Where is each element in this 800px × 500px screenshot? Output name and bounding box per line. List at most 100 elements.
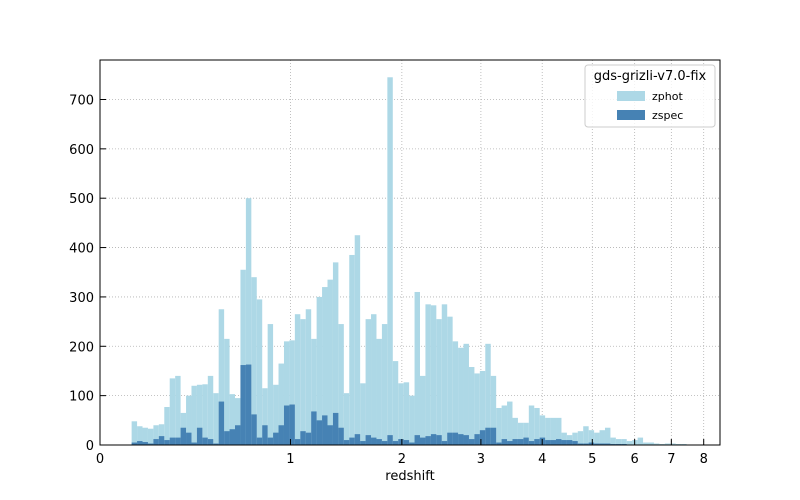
y-tick-label: 0 — [86, 439, 94, 454]
x-axis-label: redshift — [385, 469, 434, 484]
x-tick-label: 5 — [588, 452, 596, 467]
zspec-bar — [240, 365, 246, 445]
zphot-bar — [414, 291, 420, 445]
zphot-bar — [153, 425, 159, 445]
zphot-bar — [343, 393, 350, 445]
zspec-bar — [496, 442, 502, 445]
zphot-bar — [550, 417, 557, 445]
zphot-bar — [419, 375, 426, 445]
zphot-bar — [158, 424, 165, 445]
zspec-bar — [142, 442, 148, 445]
zphot-bar — [615, 439, 622, 445]
x-tick-label: 6 — [631, 452, 639, 467]
zphot-bar — [289, 340, 295, 445]
zspec-bar — [267, 437, 274, 445]
zphot-bar — [643, 442, 649, 445]
zspec-bar — [360, 441, 366, 445]
y-tick-label: 200 — [69, 340, 94, 355]
zspec-bar — [392, 441, 399, 445]
zphot-bar — [311, 338, 317, 445]
zspec-bar — [430, 434, 437, 445]
zphot-bar — [164, 406, 170, 445]
zphot-bar — [392, 361, 399, 445]
x-tick-label: 0 — [96, 452, 104, 467]
zspec-bar — [566, 440, 573, 445]
zspec-bar — [381, 441, 388, 445]
legend-label-zphot: zphot — [652, 90, 683, 103]
zphot-bar — [196, 384, 203, 445]
zphot-bar — [507, 401, 513, 445]
zspec-bar — [550, 440, 557, 445]
zspec-bar — [545, 440, 551, 445]
zspec-bar — [191, 442, 197, 445]
zphot-bar — [599, 430, 605, 445]
zspec-bar — [278, 425, 284, 445]
y-tick-label: 600 — [69, 143, 94, 158]
zspec-bar — [316, 420, 323, 445]
zspec-bar — [186, 432, 192, 445]
zphot-bar — [626, 441, 633, 445]
zphot-bar — [447, 316, 453, 445]
zspec-bar — [414, 435, 420, 445]
zspec-bar — [332, 412, 339, 445]
zspec-bar — [365, 435, 372, 445]
zphot-bar — [387, 77, 393, 446]
x-tick-label: 8 — [700, 452, 708, 467]
zphot-bar — [267, 324, 274, 445]
zphot-bar — [621, 439, 627, 445]
zphot-bar — [430, 305, 437, 445]
zspec-bar — [572, 441, 578, 445]
zspec-bar — [588, 442, 595, 445]
zspec-bar — [594, 443, 600, 445]
y-tick-label: 400 — [69, 242, 94, 257]
zphot-bar — [528, 405, 535, 445]
zphot-bar — [539, 415, 546, 445]
zspec-bar — [501, 439, 508, 445]
zspec-bar — [556, 439, 562, 445]
zphot-bar — [305, 309, 312, 445]
zspec-bar — [196, 427, 203, 445]
zspec-bar — [387, 435, 393, 445]
zphot-bar — [436, 319, 442, 445]
x-tick-label: 7 — [667, 452, 675, 467]
zphot-bar — [425, 304, 431, 445]
zphot-bar — [376, 338, 382, 445]
zspec-bar — [441, 441, 448, 445]
zspec-bar — [327, 425, 333, 445]
zspec-bar — [528, 441, 535, 445]
zspec-bar — [256, 437, 263, 445]
zphot-bar — [332, 262, 339, 445]
zphot-bar — [490, 375, 497, 445]
zphot-bar — [218, 309, 225, 445]
zspec-bar — [425, 436, 431, 445]
zspec-bar — [147, 443, 154, 445]
zphot-bar — [610, 437, 616, 445]
zspec-bar — [468, 439, 475, 445]
zspec-bar — [398, 439, 404, 445]
zspec-bar — [175, 437, 181, 445]
zphot-bar — [545, 417, 551, 445]
zspec-bar — [419, 437, 426, 445]
zspec-bar — [224, 431, 230, 445]
zspec-bar — [207, 439, 214, 445]
zspec-bar — [338, 427, 344, 445]
zphot-bar — [664, 443, 671, 445]
zspec-bars — [131, 364, 660, 445]
zphot-bar — [577, 431, 584, 445]
zspec-bar — [289, 404, 295, 445]
zphot-bar — [131, 421, 138, 445]
zspec-bar — [507, 441, 513, 445]
zphot-bar — [496, 407, 502, 445]
zphot-bar — [512, 417, 518, 445]
zphot-bar — [240, 269, 246, 445]
zspec-bar — [349, 437, 355, 445]
zphot-bar — [441, 304, 448, 445]
zspec-bar — [180, 427, 187, 445]
zphot-bar — [273, 384, 279, 445]
zphot-bar — [338, 324, 344, 445]
zphot-bar — [452, 341, 459, 445]
zphot-bar — [300, 319, 306, 445]
zspec-bar — [305, 432, 312, 445]
zphot-bar — [327, 279, 333, 445]
